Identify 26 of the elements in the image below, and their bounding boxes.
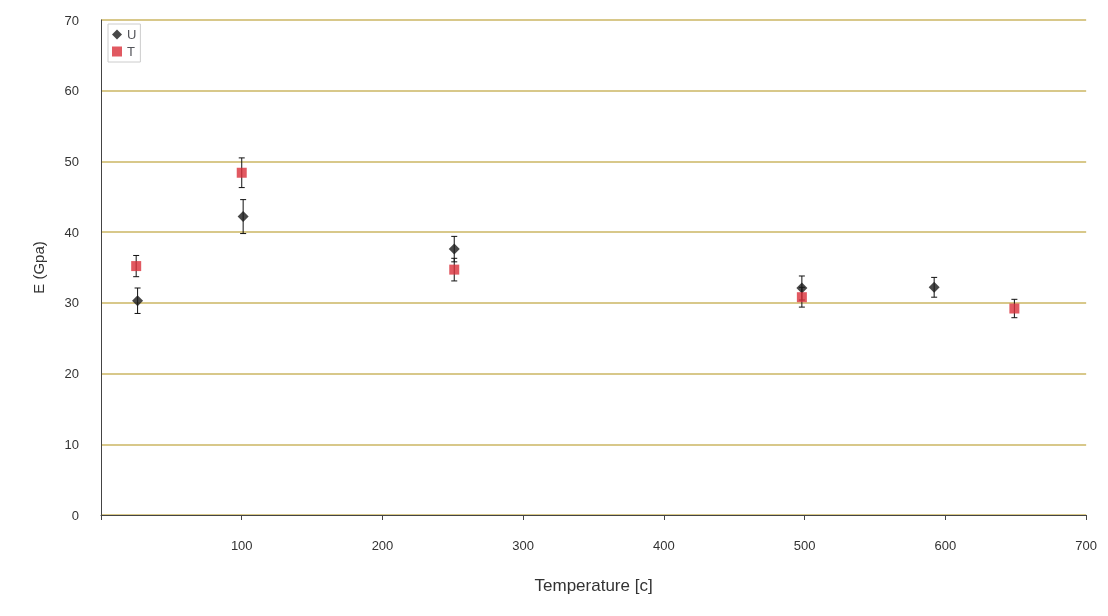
point bbox=[928, 281, 940, 293]
legend-label: U bbox=[127, 27, 137, 42]
point bbox=[132, 295, 144, 307]
x-tick-label: 700 bbox=[1075, 538, 1098, 553]
y-axis-title: E (Gpa) bbox=[30, 241, 47, 294]
y-tick-label: 20 bbox=[64, 366, 79, 382]
point bbox=[131, 261, 142, 272]
x-tick-label: 100 bbox=[230, 538, 253, 553]
y-tick-label: 10 bbox=[64, 436, 79, 452]
y-tick-label: 60 bbox=[64, 83, 79, 99]
point bbox=[448, 243, 460, 255]
point bbox=[236, 167, 247, 178]
y-tick-label: 0 bbox=[71, 507, 79, 523]
x-tick-label: 500 bbox=[793, 538, 816, 553]
legend-label: T bbox=[127, 44, 135, 59]
x-tick-label: 300 bbox=[512, 538, 535, 553]
y-tick-label: 70 bbox=[64, 12, 79, 28]
y-tick-label: 40 bbox=[64, 224, 79, 240]
point bbox=[237, 211, 249, 223]
y-tick-label: 30 bbox=[64, 295, 79, 311]
x-tick-label: 600 bbox=[934, 538, 957, 553]
x-tick-label: 200 bbox=[371, 538, 394, 553]
y-tick-label: 50 bbox=[64, 153, 79, 169]
point bbox=[1009, 303, 1020, 314]
x-axis-title: Temperature [c] bbox=[534, 576, 653, 595]
x-tick-label: 400 bbox=[653, 538, 675, 553]
